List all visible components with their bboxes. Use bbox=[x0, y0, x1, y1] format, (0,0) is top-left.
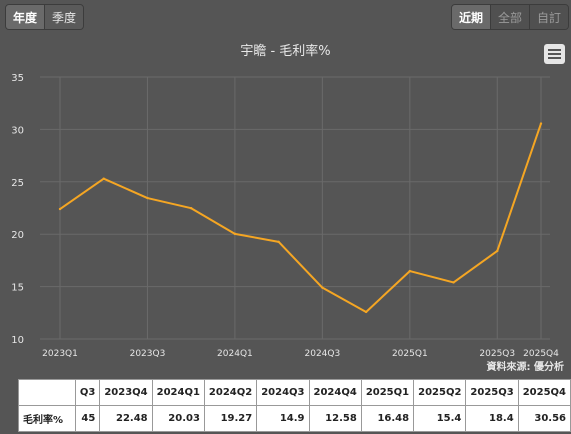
table-header-cell: Q3 bbox=[74, 379, 101, 406]
y-tick-label: 35 bbox=[11, 73, 24, 84]
data-source: 資料來源: 優分析 bbox=[486, 362, 564, 373]
line-chart: 10 15 20 25 30 35 2023Q1 2023Q3 2024Q1 2024Q3 2025… bbox=[11, 73, 559, 359]
data-point bbox=[233, 232, 237, 236]
data-point bbox=[189, 207, 193, 210]
range-toggle: 近期 全部 自訂 bbox=[450, 4, 569, 30]
table-header-cell: 2024Q4 bbox=[308, 379, 362, 406]
chart-title: 宇瞻 - 毛利率% bbox=[240, 44, 331, 59]
table-header-cell: 2024Q2 bbox=[203, 379, 258, 406]
x-tick-label: 2023Q1 bbox=[42, 349, 78, 359]
table-header-cell: 2024Q3 bbox=[256, 379, 310, 406]
table-cell: 22.48 bbox=[99, 405, 153, 432]
table-header-cell: 2025Q2 bbox=[413, 379, 467, 406]
table-cell: 45 bbox=[74, 405, 101, 432]
y-tick-label: 25 bbox=[11, 178, 24, 189]
table-header-cell: 2025Q4 bbox=[517, 379, 571, 406]
table-corner-cell bbox=[18, 379, 76, 406]
hamburger-menu-icon[interactable] bbox=[544, 44, 565, 64]
data-point bbox=[58, 207, 62, 211]
table-cell: 14.9 bbox=[256, 405, 310, 432]
table-cell: 12.58 bbox=[308, 405, 362, 432]
quarterly-button[interactable]: 季度 bbox=[45, 5, 84, 29]
table-header-cell: 2025Q1 bbox=[360, 379, 415, 406]
x-tick-label: 2025Q4 bbox=[523, 349, 559, 359]
table-cell: 16.48 bbox=[360, 405, 415, 432]
table-header-cell: 2023Q4 bbox=[99, 379, 153, 406]
data-point bbox=[408, 269, 412, 273]
table-header-row: Q3 2023Q4 2024Q1 2024Q2 2024Q3 2024Q4 2025Q1 20… bbox=[18, 379, 571, 406]
x-tick-label: 2024Q1 bbox=[217, 349, 253, 359]
data-point bbox=[496, 249, 499, 253]
table-row-label: 毛利率% bbox=[18, 405, 76, 432]
data-point bbox=[102, 177, 105, 180]
y-tick-label: 15 bbox=[11, 283, 24, 294]
table-cell: 18.4 bbox=[465, 405, 519, 432]
series-line bbox=[59, 123, 542, 313]
data-point bbox=[539, 122, 543, 125]
all-button[interactable]: 全部 bbox=[490, 5, 530, 29]
x-tick-label: 2024Q3 bbox=[305, 349, 341, 359]
x-tick-label: 2023Q3 bbox=[130, 349, 166, 359]
x-tick-label: 2025Q1 bbox=[392, 349, 428, 359]
table-header-cell: 2024Q1 bbox=[151, 379, 205, 406]
data-point bbox=[277, 240, 280, 244]
annual-button[interactable]: 年度 bbox=[6, 5, 46, 29]
table-header-cell: 2025Q3 bbox=[465, 379, 519, 406]
period-type-toggle: 年度 季度 bbox=[5, 4, 85, 30]
data-point bbox=[321, 286, 324, 289]
data-point bbox=[146, 196, 149, 200]
table-row: 毛利率% 45 22.48 20.03 19.27 14.9 12.58 16.48 15.4… bbox=[18, 405, 571, 432]
data-table: Q3 2023Q4 2024Q1 2024Q2 2024Q3 2024Q4 2025Q1 20… bbox=[18, 379, 571, 432]
table-cell: 30.56 bbox=[517, 405, 571, 432]
custom-button[interactable]: 自訂 bbox=[529, 5, 568, 29]
data-point bbox=[452, 281, 455, 284]
x-tick-label: 2025Q3 bbox=[479, 349, 515, 359]
table-cell: 15.4 bbox=[413, 405, 467, 432]
y-tick-label: 30 bbox=[11, 125, 24, 136]
recent-button[interactable]: 近期 bbox=[451, 5, 491, 29]
y-tick-label: 10 bbox=[11, 335, 24, 346]
table-cell: 20.03 bbox=[151, 405, 205, 432]
y-tick-label: 20 bbox=[11, 230, 24, 241]
data-point bbox=[364, 310, 368, 314]
table-cell: 19.27 bbox=[203, 405, 258, 432]
